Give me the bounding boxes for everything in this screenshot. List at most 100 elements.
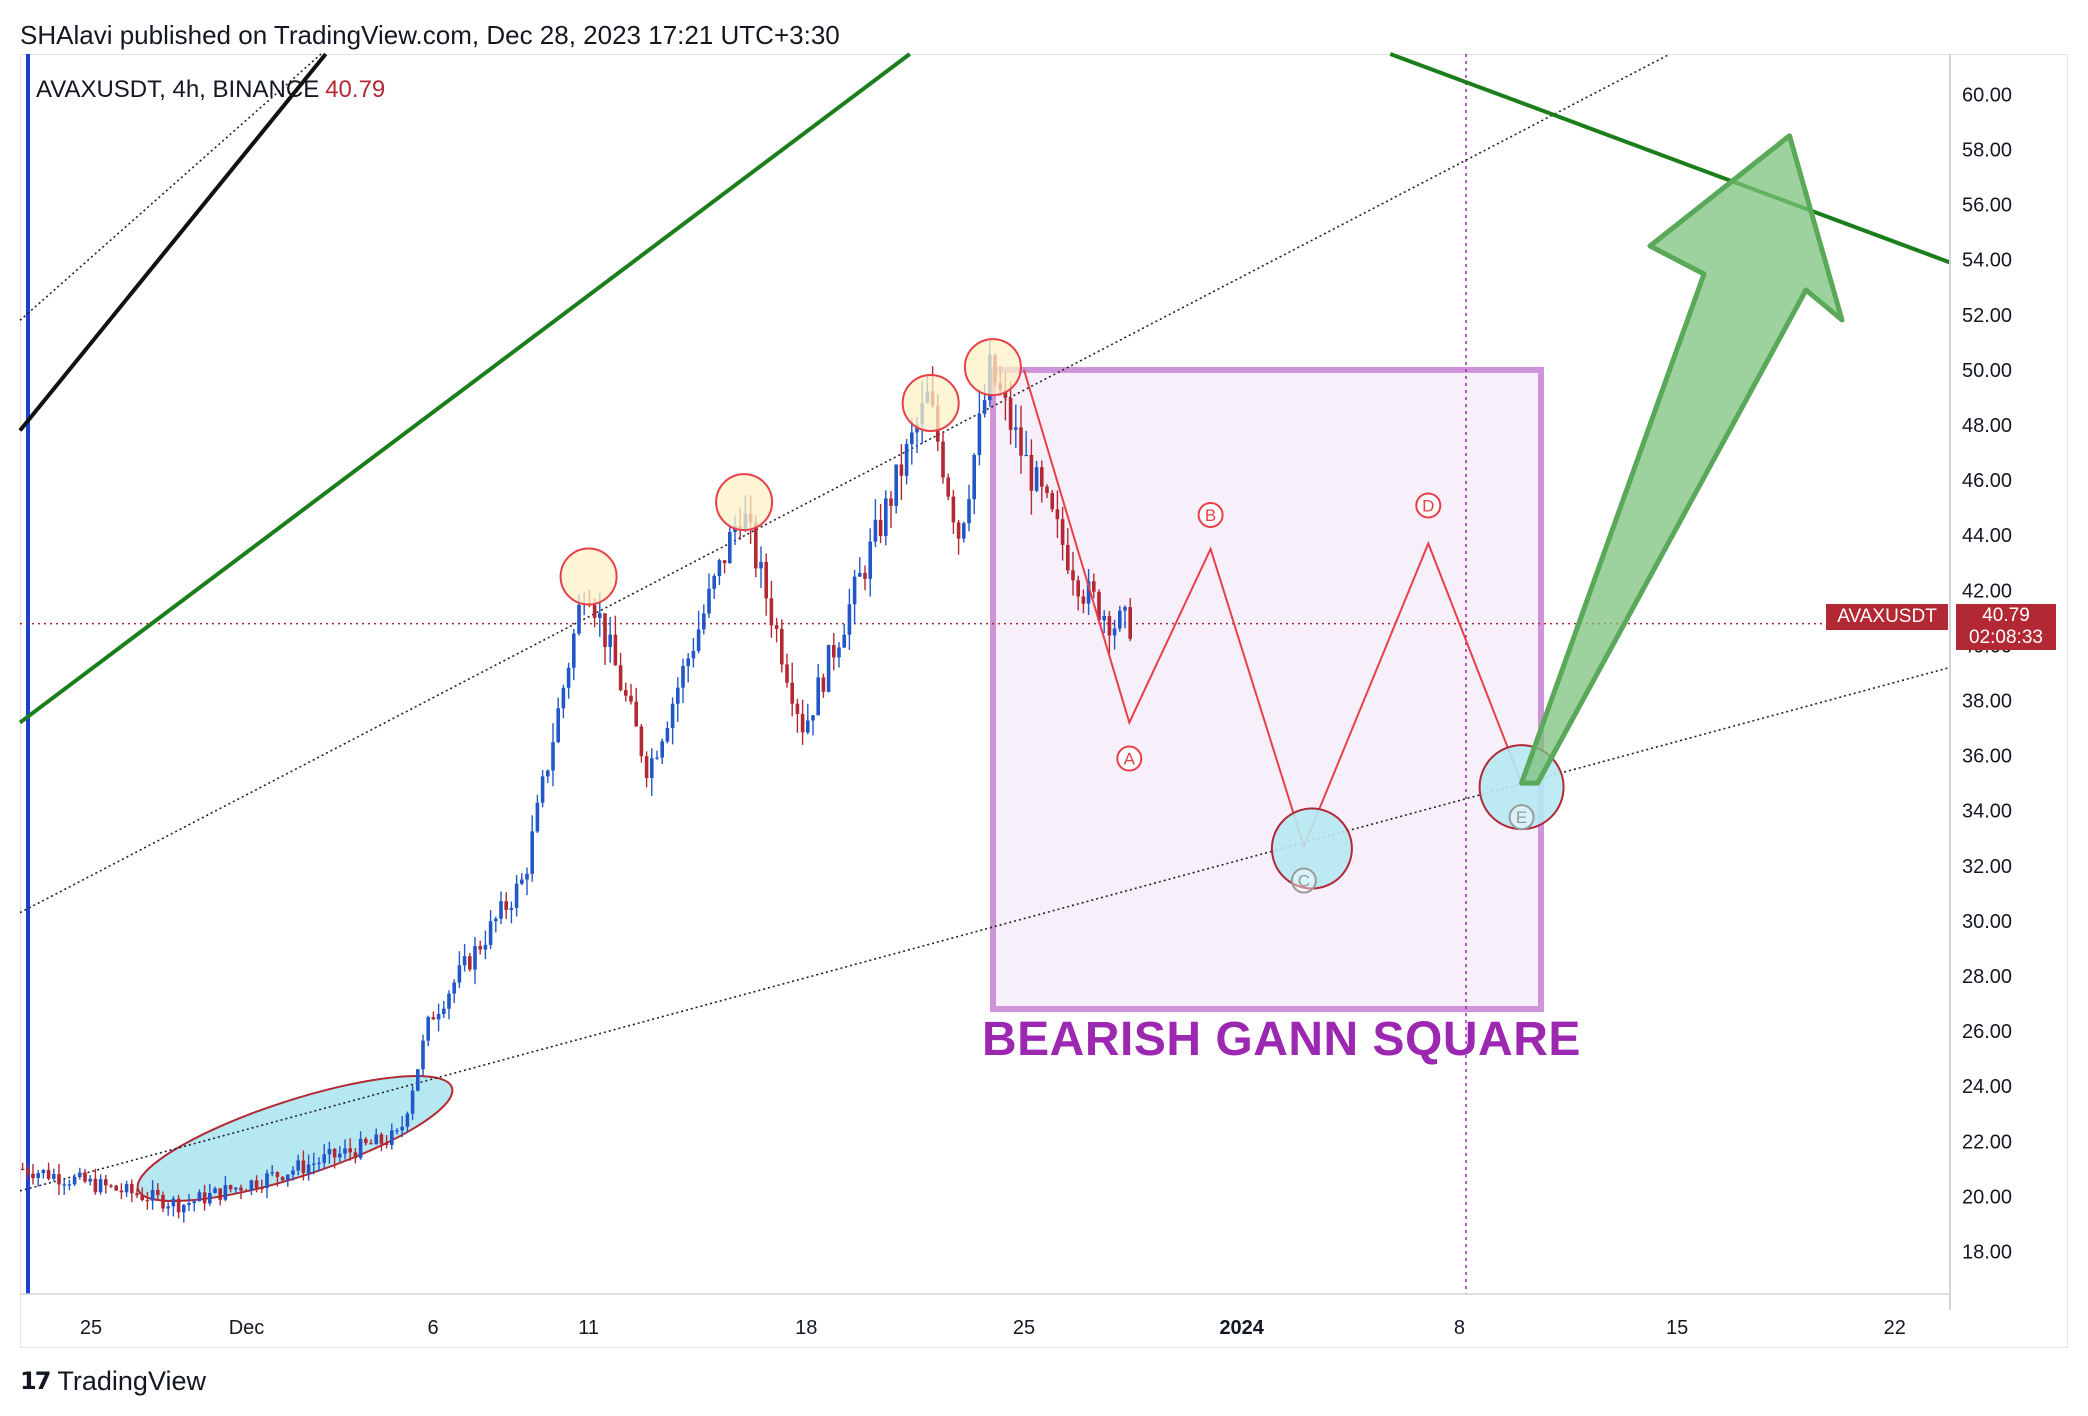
candle-body xyxy=(951,496,956,523)
candle-body xyxy=(780,628,784,665)
candle-body xyxy=(837,647,841,658)
tradingview-logo-icon: 17 xyxy=(20,1367,51,1395)
accumulation-ellipse xyxy=(136,1075,454,1203)
price-tick-label: 22.00 xyxy=(1962,1131,2012,1153)
candle-body xyxy=(1107,615,1112,636)
candle-body xyxy=(665,727,670,742)
candle-body xyxy=(1086,581,1091,604)
candle-body xyxy=(286,1174,290,1181)
candle-body xyxy=(982,400,987,414)
candle-body xyxy=(618,665,623,691)
candle-body xyxy=(1066,544,1070,571)
candle-body xyxy=(795,703,800,714)
price-tick-label: 48.00 xyxy=(1962,415,2012,437)
candle-body xyxy=(764,561,768,599)
black-trendline xyxy=(18,52,328,432)
candle-body xyxy=(31,1173,35,1179)
symbol-legend[interactable]: AVAXUSDT, 4h, BINANCE 40.79 xyxy=(36,76,385,104)
price-tick-label: 28.00 xyxy=(1962,966,2012,988)
candle-body xyxy=(608,634,612,647)
candle-body xyxy=(104,1179,108,1186)
projected-wave-path xyxy=(1023,369,1523,850)
candle-body xyxy=(696,629,701,652)
candle-body xyxy=(660,741,664,758)
candle-body xyxy=(598,613,602,618)
candle-body xyxy=(1097,591,1101,621)
candle-body xyxy=(1024,454,1028,457)
candle-body xyxy=(821,677,826,692)
candle-body xyxy=(192,1201,196,1204)
candle-body xyxy=(176,1198,181,1213)
candle-body xyxy=(1081,596,1086,604)
candle-body xyxy=(275,1172,280,1177)
chart-frame xyxy=(20,54,2068,1348)
candle-body xyxy=(1123,607,1127,611)
candle-body xyxy=(296,1160,300,1171)
candle-body xyxy=(967,499,971,524)
wave-label-d: D xyxy=(1422,496,1434,515)
candle-body xyxy=(868,541,872,579)
candle-body xyxy=(816,677,820,716)
candle-body xyxy=(83,1172,87,1182)
candle-body xyxy=(249,1180,254,1191)
candle-body xyxy=(847,604,852,635)
candle-body xyxy=(1034,467,1039,491)
wave-label-circle xyxy=(1290,867,1317,894)
candle-body xyxy=(447,993,451,1009)
candle-body xyxy=(280,1176,285,1181)
candle-body xyxy=(1112,628,1117,636)
candle-body xyxy=(452,982,456,994)
candle-body xyxy=(717,560,722,576)
candle-body xyxy=(878,519,883,537)
candle-body xyxy=(899,464,904,476)
candle-body xyxy=(478,946,482,950)
footer[interactable]: 17 TradingView xyxy=(20,1364,206,1398)
candle-body xyxy=(395,1130,399,1132)
price-tag-value: 40.79 xyxy=(1982,605,2030,626)
candle-body xyxy=(785,664,789,683)
price-tag: 40.79 02:08:33 xyxy=(1956,604,2056,650)
candle-body xyxy=(556,708,560,743)
candle-body xyxy=(592,605,597,618)
candle-body xyxy=(400,1126,404,1131)
candle-body xyxy=(171,1198,176,1207)
candle-body xyxy=(1040,467,1044,487)
time-tick-label: 6 xyxy=(428,1317,439,1339)
candle-body xyxy=(1128,607,1132,639)
candle-body xyxy=(639,726,644,757)
time-tick-label: 11 xyxy=(578,1317,599,1339)
candle-body xyxy=(629,695,633,702)
candle-body xyxy=(509,907,514,910)
target-arrow xyxy=(1519,133,1845,786)
candle-body xyxy=(166,1206,170,1209)
candle-body xyxy=(436,1013,441,1020)
candle-body xyxy=(416,1069,420,1091)
candle-body xyxy=(374,1134,378,1145)
swing-high-circle xyxy=(901,373,960,432)
candle-body xyxy=(644,756,649,779)
candle-body xyxy=(36,1173,40,1179)
candle-body xyxy=(826,644,831,692)
swing-high-circle xyxy=(963,338,1022,397)
candle-body xyxy=(722,560,727,564)
candle-body xyxy=(832,644,836,658)
candle-body xyxy=(655,757,659,759)
candle-body xyxy=(889,498,893,506)
candle-body xyxy=(343,1148,347,1154)
candle-body xyxy=(858,572,862,577)
candle-body xyxy=(473,946,477,970)
wave-label-e: E xyxy=(1516,808,1527,827)
time-tick-label: 2024 xyxy=(1219,1317,1264,1339)
candle-body xyxy=(254,1180,259,1188)
candle-body xyxy=(686,658,690,666)
candle-body xyxy=(1019,427,1023,456)
candle-body xyxy=(728,532,732,564)
candle-body xyxy=(244,1190,248,1192)
price-tick-label: 18.00 xyxy=(1962,1242,2012,1264)
price-tick-label: 44.00 xyxy=(1962,525,2012,547)
candle-body xyxy=(358,1138,363,1159)
candle-body xyxy=(156,1189,160,1195)
candle-body xyxy=(145,1200,150,1202)
last-price: 40.79 xyxy=(325,76,386,103)
